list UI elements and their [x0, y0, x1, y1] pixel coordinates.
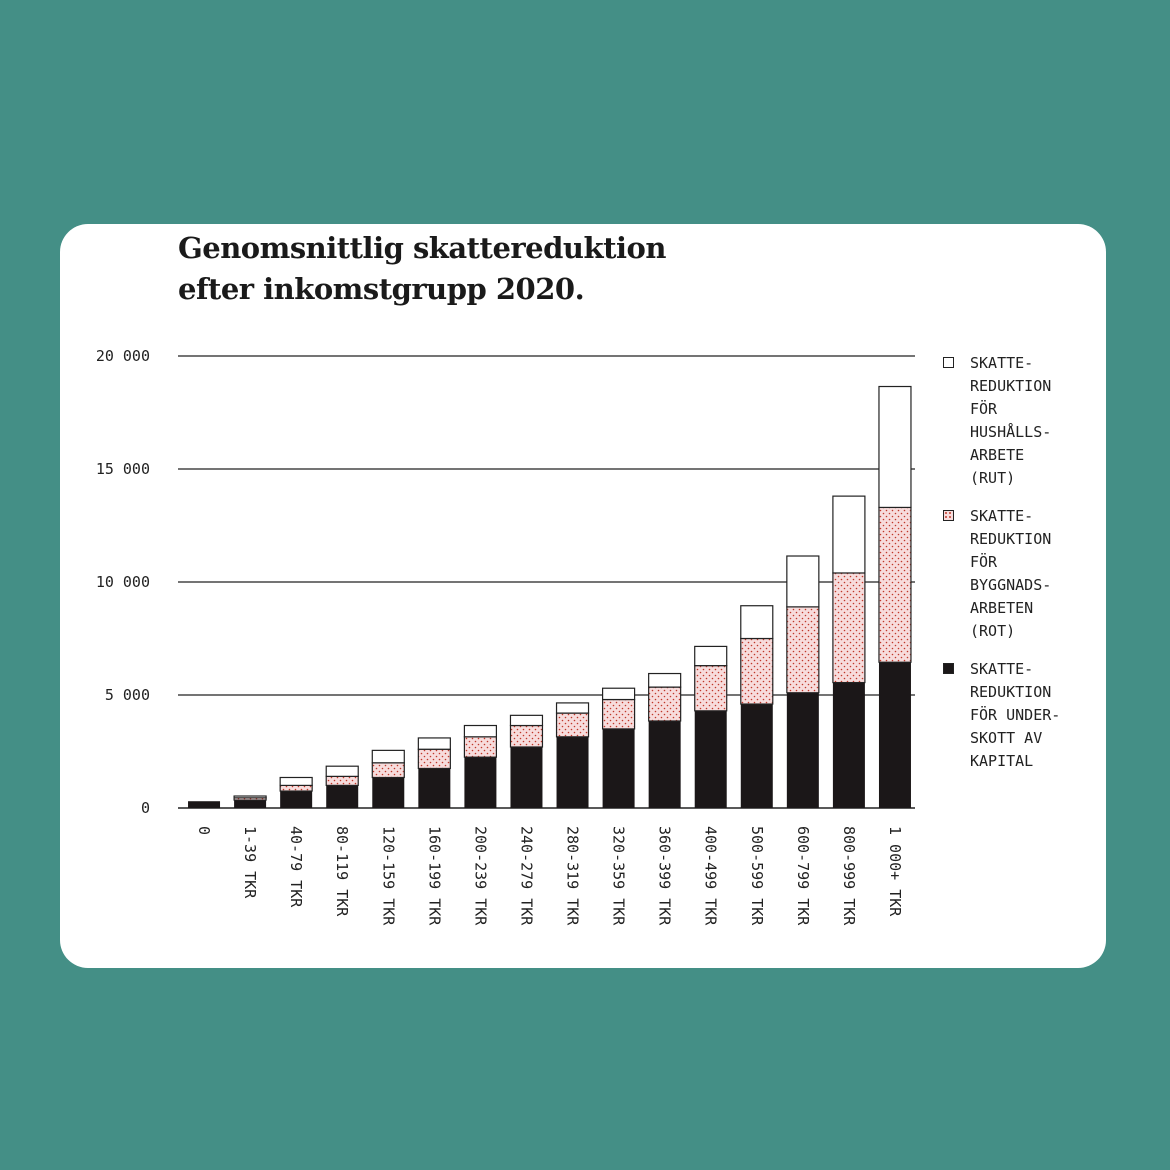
bar-segment: [601, 698, 636, 730]
x-tick-label: 360-399 TKR: [656, 826, 674, 926]
x-tick-label: 400-499 TKR: [702, 826, 720, 926]
bar-segment: [325, 775, 359, 786]
bar-segment: [648, 672, 682, 688]
bar-segment: [878, 662, 911, 808]
bar-segment: [694, 645, 728, 667]
x-tick-label: 80-119 TKR: [333, 826, 351, 917]
x-tick-label: 0: [195, 826, 213, 835]
bar-segment: [555, 702, 590, 714]
bar-segment: [509, 714, 544, 727]
chart-title-line-1: Genomsnittlig skattereduktion: [178, 231, 666, 265]
y-tick-label: 20 000: [96, 347, 150, 365]
bar-segment: [740, 704, 773, 808]
bar-segment: [510, 746, 543, 808]
y-tick-label: 5 000: [105, 686, 150, 704]
x-tick-label: 240-279 TKR: [517, 826, 535, 926]
bar-segment: [740, 605, 774, 640]
legend-label: SKATTE- REDUKTION FÖR UNDER- SKOTT AV KA…: [970, 660, 1061, 770]
y-tick-label: 10 000: [96, 573, 150, 591]
bar-segment: [878, 506, 912, 663]
chart-legend: SKATTE- REDUKTION FÖR HUSHÅLLS- ARBETE (…: [940, 352, 1100, 788]
x-tick-label: 120-159 TKR: [379, 826, 397, 926]
bar-segment: [371, 749, 405, 764]
bar-segment: [740, 637, 774, 705]
bar-segment: [694, 710, 727, 808]
x-tick-label: 1-39 TKR: [241, 826, 259, 899]
bar-segment: [417, 737, 451, 750]
bar-segment: [279, 784, 313, 792]
legend-item: SKATTE- REDUKTION FÖR BYGGNADS- ARBETEN …: [940, 505, 1100, 643]
x-tick-label: 200-239 TKR: [471, 826, 489, 926]
bar-segment: [602, 728, 635, 808]
x-tick-label: 40-79 TKR: [287, 826, 305, 908]
bar-segment: [786, 555, 820, 608]
legend-label: SKATTE- REDUKTION FÖR BYGGNADS- ARBETEN …: [970, 507, 1052, 640]
x-tick-label: 1 000+ TKR: [886, 826, 904, 917]
bar-segment: [279, 776, 313, 786]
bar-segment: [556, 736, 589, 808]
legend-swatch: [943, 357, 954, 368]
legend-item: SKATTE- REDUKTION FÖR UNDER- SKOTT AV KA…: [940, 658, 1100, 773]
bar-segment: [509, 724, 544, 748]
bar-segment: [233, 795, 267, 799]
bar-segment: [372, 777, 405, 808]
chart-title-line-2: efter inkomstgrupp 2020.: [178, 272, 585, 306]
bar-segment: [188, 801, 221, 808]
x-tick-label: 320-359 TKR: [610, 826, 628, 926]
bar-segment: [417, 748, 451, 770]
chart-title: Genomsnittlig skattereduktion efter inko…: [178, 228, 666, 310]
bar-segment: [325, 765, 359, 777]
legend-swatch: [943, 663, 954, 674]
x-tick-label: 160-199 TKR: [425, 826, 443, 926]
bar-segment: [280, 791, 313, 808]
bar-segment: [786, 692, 819, 808]
bar-segment: [463, 736, 498, 758]
bar-segment: [464, 757, 497, 808]
bar-segment: [463, 724, 498, 738]
x-tick-label: 500-599 TKR: [748, 826, 766, 926]
x-tick-label: 600-799 TKR: [794, 826, 812, 926]
bar-segment: [601, 687, 636, 701]
stacked-bar-chart: 0 5 000 10 000 15 000 20 000 0 1-39 TKR 40-79 T…: [96, 347, 915, 926]
legend-swatch: [943, 510, 954, 521]
bar-segment: [371, 762, 405, 779]
bar-segment: [326, 785, 359, 808]
bar-segment: [878, 385, 912, 509]
y-tick-label: 15 000: [96, 460, 150, 478]
bar-segment: [832, 682, 865, 808]
bar-segment: [786, 606, 820, 694]
bar-segment: [832, 495, 866, 574]
bar-segment: [648, 686, 682, 722]
y-tick-label: 0: [141, 799, 150, 817]
bar-segment: [418, 768, 451, 808]
bar-segment: [648, 720, 681, 808]
bar-segment: [555, 712, 590, 738]
bar-segment: [832, 572, 866, 684]
x-tick-label: 800-999 TKR: [840, 826, 858, 926]
chart-card: Genomsnittlig skattereduktion efter inko…: [60, 224, 1106, 968]
bar-segment: [694, 665, 728, 712]
bar-segment: [234, 800, 267, 808]
x-tick-label: 280-319 TKR: [564, 826, 582, 926]
legend-item: SKATTE- REDUKTION FÖR HUSHÅLLS- ARBETE (…: [940, 352, 1100, 490]
legend-label: SKATTE- REDUKTION FÖR HUSHÅLLS- ARBETE (…: [970, 354, 1052, 487]
